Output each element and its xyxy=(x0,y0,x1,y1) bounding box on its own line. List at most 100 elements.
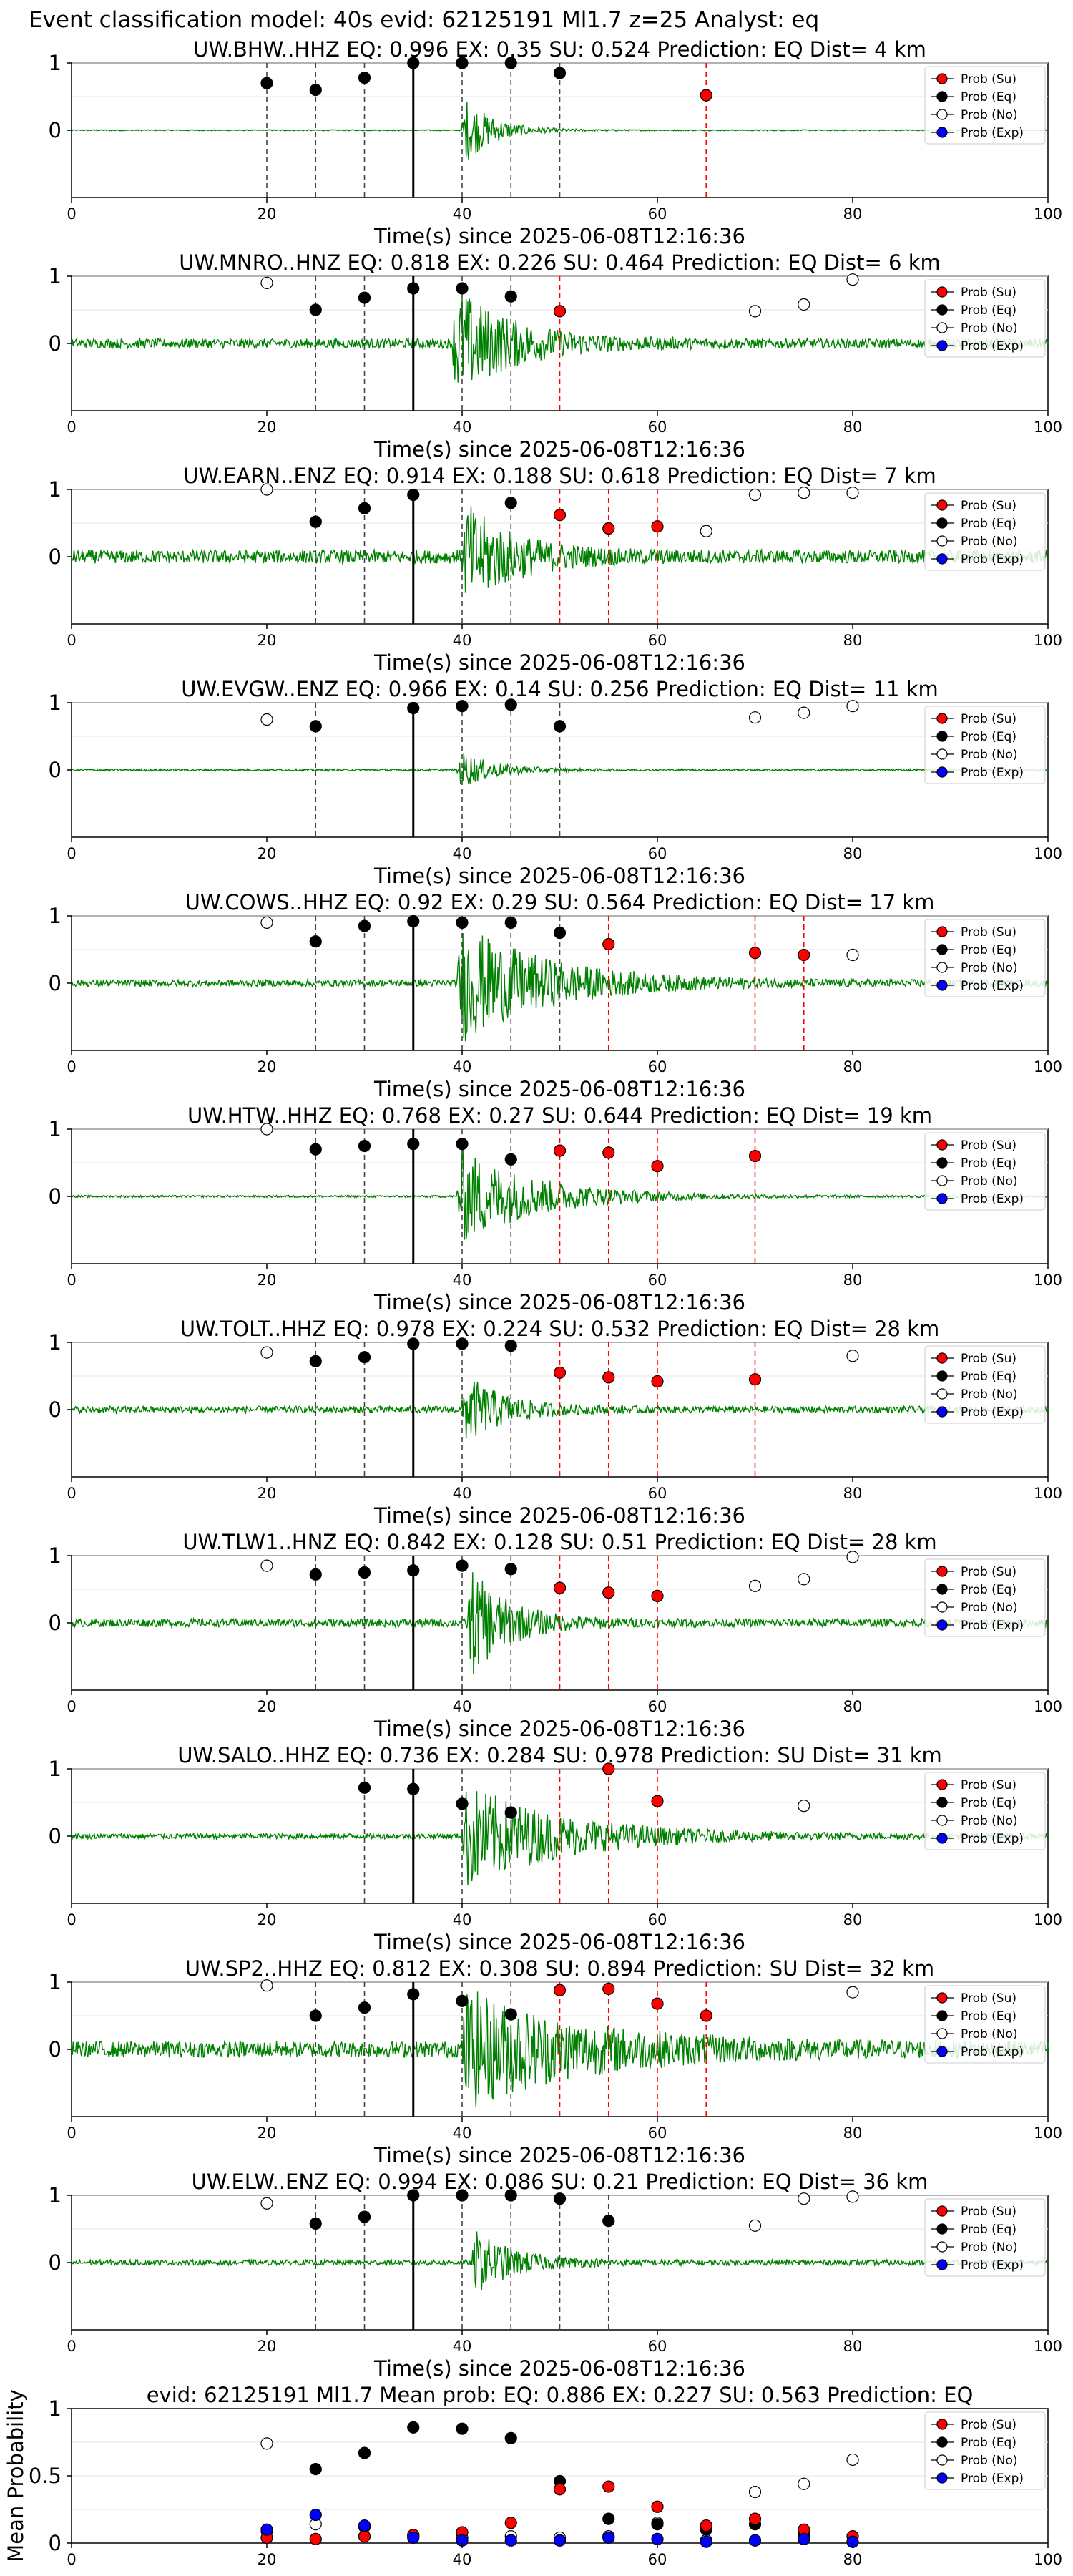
waveform-trace xyxy=(71,297,1049,383)
legend: Prob (Su) Prob (Eq) Prob (No) Prob (Exp) xyxy=(924,1985,1046,2064)
prob-eq-point xyxy=(358,502,371,514)
prob-exp-point xyxy=(602,2531,615,2545)
panel-title: UW.BHW..HHZ EQ: 0.996 EX: 0.35 SU: 0.524… xyxy=(193,37,926,62)
prob-no-point xyxy=(798,1800,810,1813)
prob-eq-point xyxy=(456,700,469,713)
legend-label: Prob (Eq) xyxy=(961,1796,1016,1810)
legend-label: Prob (Exp) xyxy=(961,552,1024,567)
prob-su-point xyxy=(553,1144,567,1157)
prob-su-point xyxy=(651,1997,664,2010)
prob-eq-point xyxy=(309,1568,322,1581)
legend-label: Prob (Exp) xyxy=(961,979,1024,993)
panel-title: UW.EARN..ENZ EQ: 0.914 EX: 0.188 SU: 0.6… xyxy=(183,464,936,488)
prob-no-point xyxy=(846,1551,859,1563)
prob-eq-point xyxy=(407,57,420,69)
x-tick-label: 100 xyxy=(1034,2338,1062,2355)
legend-label: Prob (Exp) xyxy=(961,339,1024,353)
legend-label: Prob (Exp) xyxy=(961,1832,1024,1846)
prob-su-point xyxy=(700,2009,712,2022)
prob-eq-point xyxy=(407,282,420,295)
prob-exp-point xyxy=(504,2534,517,2547)
legend-marker xyxy=(936,91,948,102)
prob-no-point xyxy=(846,1350,859,1362)
panel-title: UW.ELW..ENZ EQ: 0.994 EX: 0.086 SU: 0.21… xyxy=(192,2170,929,2194)
x-tick-label: 40 xyxy=(453,1911,472,1928)
x-tick-label: 40 xyxy=(453,1698,472,1715)
y-tick-label: 1 xyxy=(49,1117,62,1141)
legend-label: Prob (Eq) xyxy=(961,730,1016,744)
prob-exp-point xyxy=(358,2519,371,2532)
waveform-trace xyxy=(71,102,1049,160)
legend-marker xyxy=(936,1779,948,1790)
prob-eq-point xyxy=(309,83,322,97)
prob-eq-point xyxy=(504,916,517,930)
legend-marker xyxy=(936,2419,948,2430)
legend-label: Prob (No) xyxy=(961,2240,1018,2255)
legend: Prob (Su) Prob (Eq) Prob (No) Prob (Exp) xyxy=(924,1132,1046,1211)
legend: Prob (Su) Prob (Eq) Prob (No) Prob (Exp) xyxy=(924,1558,1046,1637)
legend-label: Prob (No) xyxy=(961,748,1018,762)
x-tick-label: 80 xyxy=(843,1272,863,1289)
legend-marker xyxy=(936,1352,948,1364)
legend-label: Prob (No) xyxy=(961,108,1018,122)
legend-marker xyxy=(936,2454,948,2466)
x-tick-label: 100 xyxy=(1034,205,1062,223)
legend-label: Prob (Eq) xyxy=(961,1156,1016,1171)
prob-su-point xyxy=(651,1795,664,1807)
x-tick-label: 100 xyxy=(1034,845,1062,862)
prob-eq-point xyxy=(407,1337,420,1350)
x-axis-label: Time(s) since 2025-06-08T12:16:36 xyxy=(373,2143,745,2167)
x-tick-label: 0 xyxy=(67,1698,76,1715)
x-tick-label: 60 xyxy=(648,2338,667,2355)
x-tick-label: 80 xyxy=(843,2551,863,2568)
prob-eq-point xyxy=(504,290,517,303)
y-tick-label: 1 xyxy=(49,1970,62,1994)
prob-eq-point xyxy=(358,1351,371,1364)
legend-marker xyxy=(936,286,948,298)
legend-marker xyxy=(936,2205,948,2217)
x-tick-label: 100 xyxy=(1034,1698,1062,1715)
legend-label: Prob (Eq) xyxy=(961,303,1016,318)
x-axis-label: Time(s) since 2025-06-08T12:16:36 xyxy=(373,1717,745,1741)
x-tick-label: 60 xyxy=(648,1698,667,1715)
legend-frame xyxy=(924,279,1046,358)
y-tick-label: 0 xyxy=(49,118,62,142)
prob-su-point xyxy=(602,522,615,535)
legend-marker xyxy=(936,766,948,778)
legend-marker xyxy=(936,1175,948,1186)
prob-eq-point xyxy=(504,497,517,509)
legend-marker xyxy=(936,2436,948,2448)
prob-eq-point xyxy=(456,1138,469,1151)
x-axis-label: Time(s) since 2025-06-08T12:16:36 xyxy=(373,224,745,248)
prob-eq-point xyxy=(553,2192,567,2205)
prob-eq-point xyxy=(456,2189,469,2202)
y-tick-label: 0 xyxy=(49,545,62,569)
legend-label: Prob (Su) xyxy=(961,72,1016,87)
y-tick-label: 0 xyxy=(49,1611,62,1635)
prob-no-point xyxy=(748,305,762,318)
prob-no-point xyxy=(846,487,859,499)
x-tick-label: 100 xyxy=(1034,2124,1062,2142)
panel-title: evid: 62125191 Ml1.7 Mean prob: EQ: 0.88… xyxy=(147,2383,974,2407)
y-tick-label: 0 xyxy=(49,2037,62,2062)
x-tick-label: 80 xyxy=(843,2338,863,2355)
legend-label: Prob (Exp) xyxy=(961,1192,1024,1206)
x-tick-label: 20 xyxy=(258,205,277,223)
prob-exp-point xyxy=(553,2534,567,2547)
prob-su-point xyxy=(553,1366,567,1379)
legend-label: Prob (No) xyxy=(961,1174,1018,1189)
prob-su-point xyxy=(358,2530,371,2543)
legend: Prob (Su) Prob (Eq) Prob (No) Prob (Exp) xyxy=(924,1772,1046,1850)
legend-label: Prob (Su) xyxy=(961,286,1016,300)
legend-marker xyxy=(936,731,948,742)
prob-su-point xyxy=(602,1586,615,1599)
x-tick-label: 60 xyxy=(648,419,667,436)
panel-title: UW.MNRO..HNZ EQ: 0.818 EX: 0.226 SU: 0.4… xyxy=(179,250,941,275)
legend-marker xyxy=(936,944,948,955)
x-tick-label: 20 xyxy=(258,1485,277,1502)
prob-no-point xyxy=(748,1579,762,1592)
legend-label: Prob (Exp) xyxy=(961,1405,1024,1420)
prob-su-point xyxy=(651,1589,664,1602)
prob-no-point xyxy=(260,1346,273,1359)
prob-eq-point xyxy=(504,2431,517,2444)
